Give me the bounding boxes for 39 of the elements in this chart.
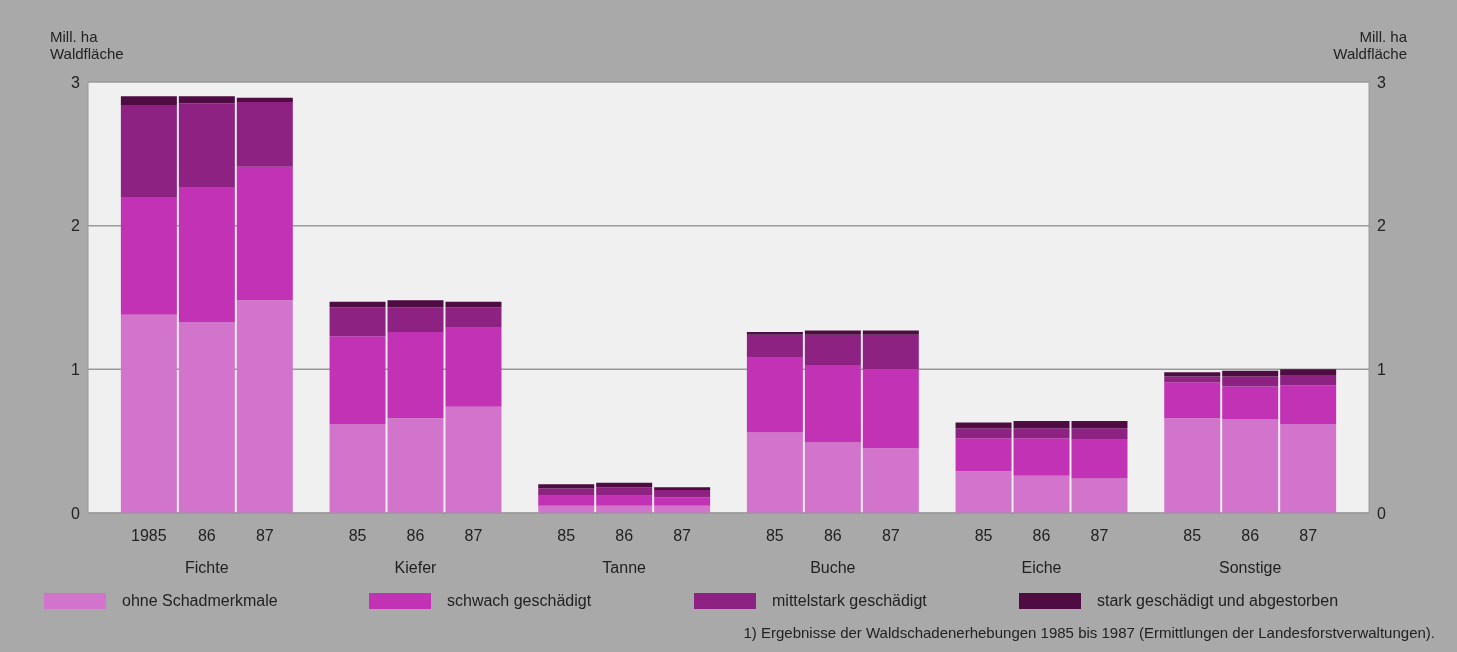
y2-tick-label: 0 bbox=[1377, 504, 1386, 522]
x-tick-label: 85 bbox=[1183, 527, 1202, 544]
text: 1) Ergebnisse der Waldschadenerhebungen 1985 bis 1987 (Ermittlungen der Landesforstverwaltungen). bbox=[743, 624, 1435, 641]
y2-tick-label: 2 bbox=[1377, 217, 1386, 235]
x-tick-label: 87 bbox=[255, 527, 274, 544]
y2-axis-title: Mill. ha Waldfläche bbox=[1332, 28, 1407, 62]
y-tick-label: 1 bbox=[71, 361, 81, 379]
x-tick-label: 87 bbox=[464, 527, 483, 544]
x-tick-label: 85 bbox=[765, 527, 784, 544]
legend-label: mittelstark geschädigt bbox=[772, 592, 927, 610]
legend-label: stark geschädigt und abgestorben bbox=[1097, 592, 1339, 610]
text: Tanne bbox=[602, 559, 647, 576]
text: Buche bbox=[810, 559, 856, 576]
text: Eiche bbox=[1021, 559, 1062, 576]
text: Kiefer bbox=[394, 559, 438, 576]
y-tick-label: 3 bbox=[71, 73, 81, 91]
x-tick-label: 87 bbox=[1299, 527, 1318, 544]
x-tick-label: 87 bbox=[673, 527, 692, 544]
text: Sonstige bbox=[1219, 559, 1282, 576]
y-axis-title: Mill. ha Waldfläche bbox=[50, 28, 125, 62]
text: Fichte bbox=[185, 559, 229, 576]
x-tick-label: 87 bbox=[881, 527, 900, 544]
x-tick-label: 86 bbox=[615, 527, 634, 544]
x-tick-label: 1985 bbox=[131, 527, 167, 544]
x-tick-label: 85 bbox=[974, 527, 993, 544]
x-tick-label: 85 bbox=[348, 527, 367, 544]
x-tick-label: 86 bbox=[197, 527, 216, 544]
x-tick-label: 86 bbox=[823, 527, 842, 544]
legend-label: schwach geschädigt bbox=[447, 592, 592, 610]
x-tick-label: 86 bbox=[406, 527, 425, 544]
y2-tick-label: 1 bbox=[1377, 361, 1386, 379]
x-tick-label: 86 bbox=[1241, 527, 1260, 544]
y-tick-label: 2 bbox=[71, 217, 81, 235]
y2-tick-label: 3 bbox=[1377, 73, 1386, 91]
x-tick-label: 85 bbox=[557, 527, 576, 544]
y-tick-label: 0 bbox=[71, 504, 81, 522]
x-tick-label: 87 bbox=[1090, 527, 1109, 544]
x-tick-label: 86 bbox=[1032, 527, 1051, 544]
legend-label: ohne Schadmerkmale bbox=[122, 592, 278, 610]
